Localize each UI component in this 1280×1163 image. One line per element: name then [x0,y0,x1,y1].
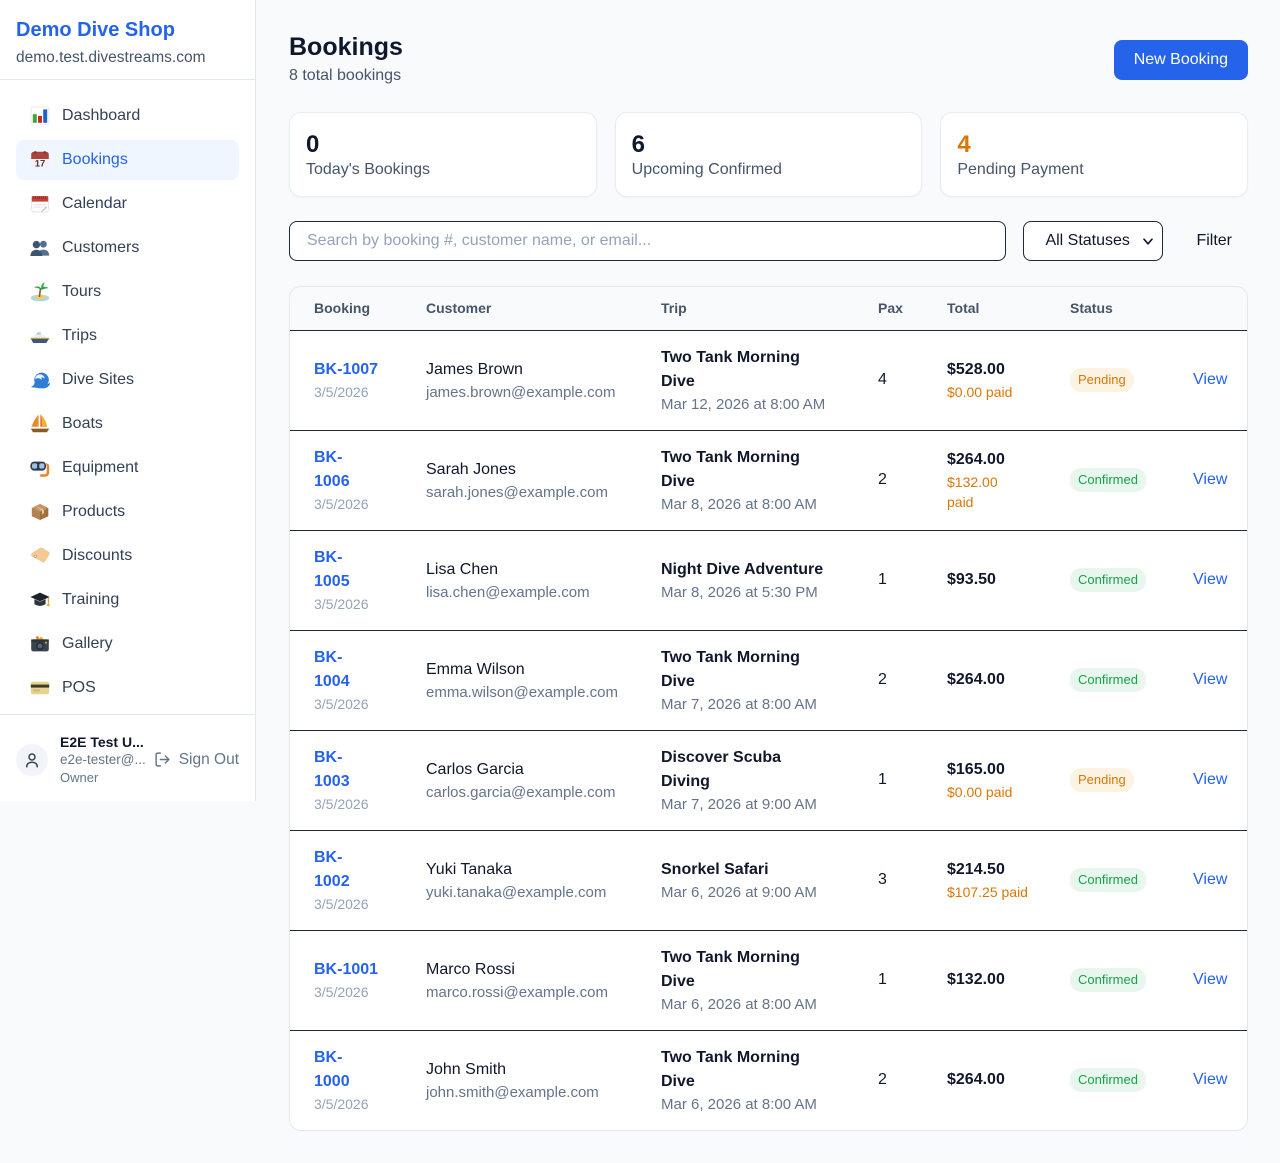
svg-text:17: 17 [35,159,46,170]
